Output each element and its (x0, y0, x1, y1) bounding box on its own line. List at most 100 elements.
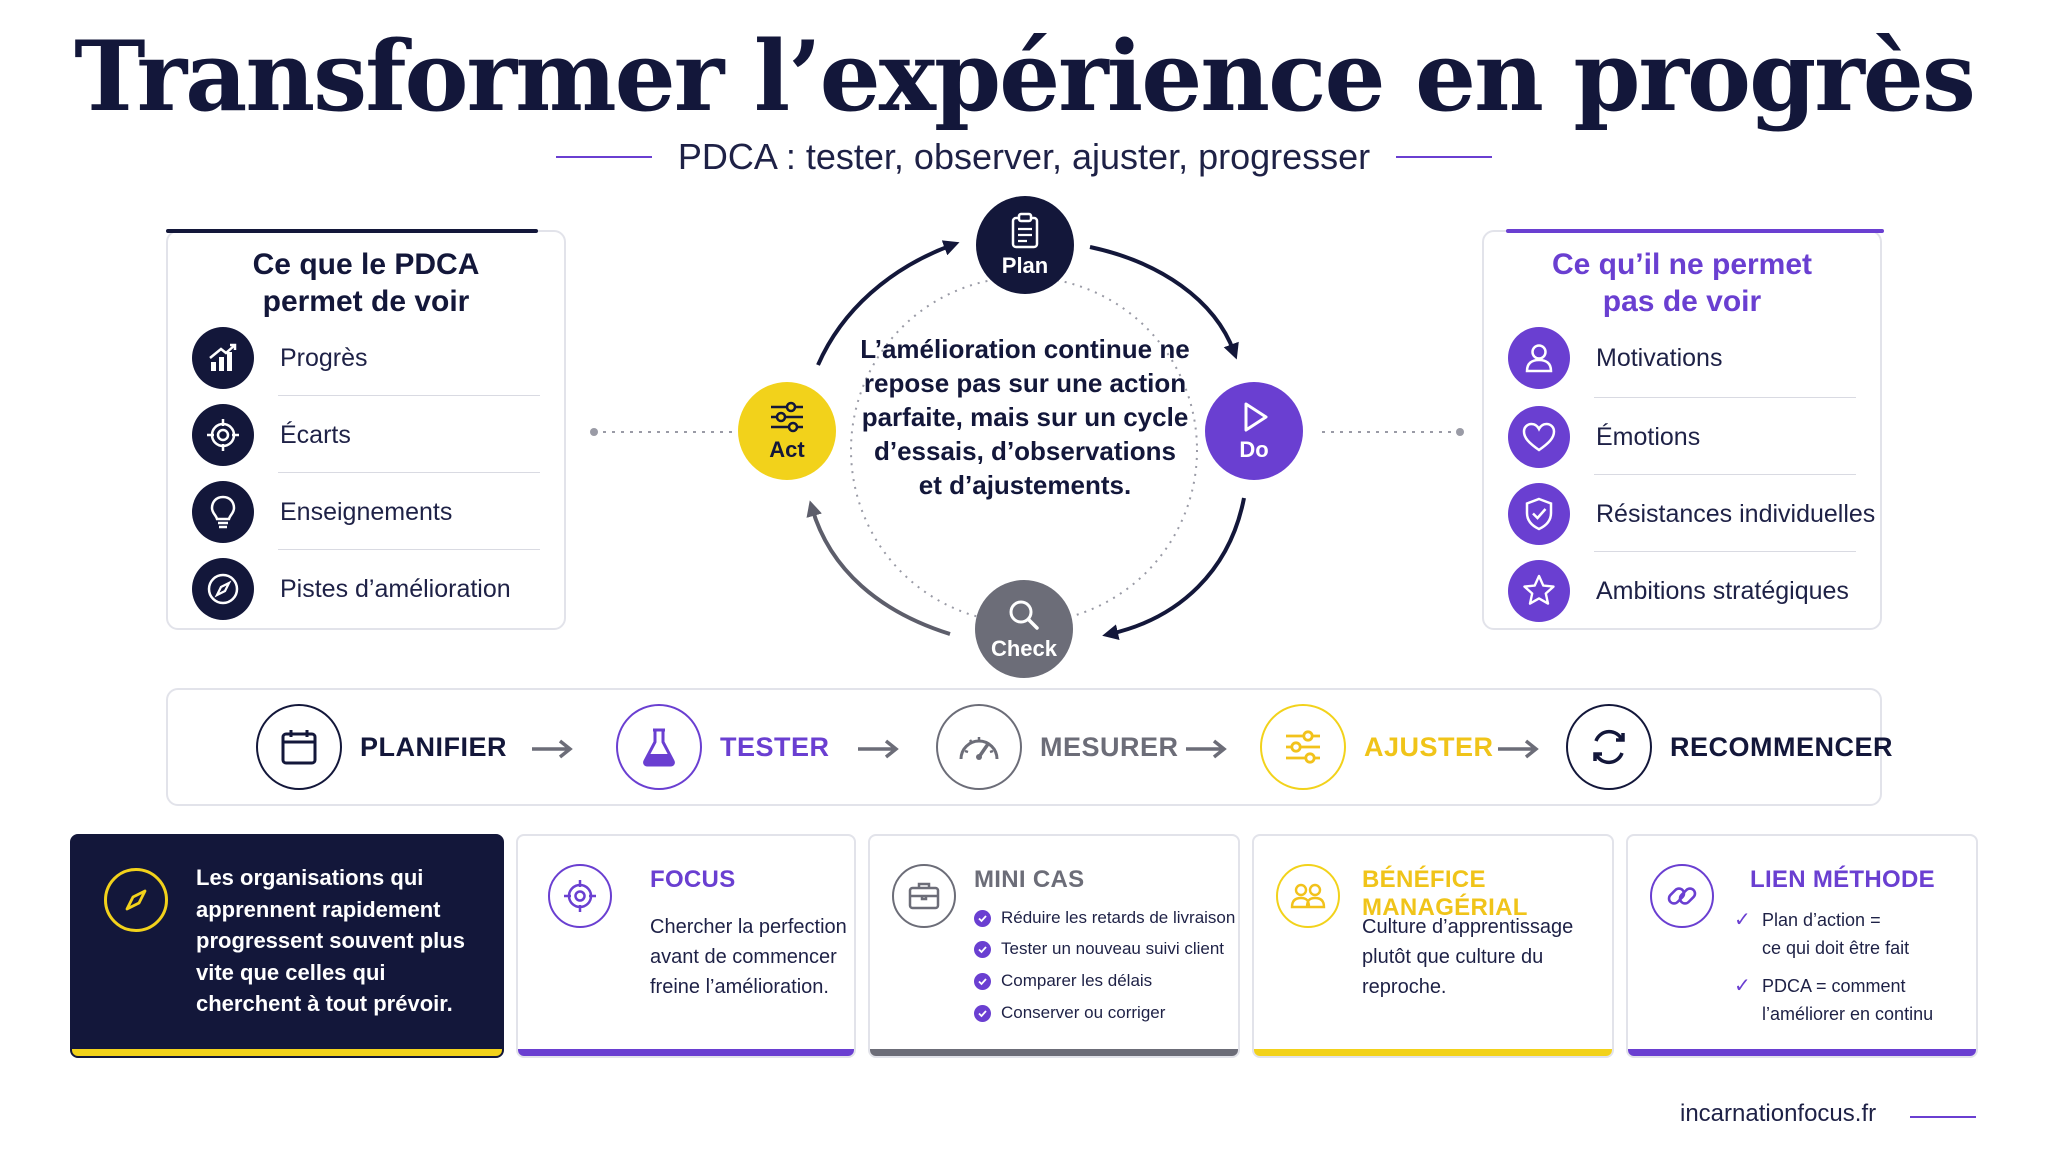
step-label: PLANIFIER (360, 731, 508, 762)
compass-icon (104, 868, 168, 932)
divider (278, 472, 540, 473)
step-tester: TESTER (616, 698, 830, 796)
card-focus-text: Chercher la perfection avant de commence… (650, 916, 847, 998)
act-node: Act (738, 382, 836, 480)
check-icon: ✓ (1734, 909, 1751, 931)
plan-node: Plan (976, 196, 1074, 294)
step-label: RECOMMENCER (1670, 731, 1894, 762)
team-icon (1276, 864, 1340, 928)
step-label: AJUSTER (1364, 731, 1494, 762)
star-icon (1508, 560, 1570, 622)
chart-growth-icon (192, 327, 254, 389)
subtitle-row: PDCA : tester, observer, ajuster, progre… (0, 136, 2048, 178)
flask-icon (616, 704, 702, 790)
right-item-resistances: Résistances individuelles (1508, 476, 1875, 552)
mini-cas-item-label: Conserver ou corriger (1001, 1003, 1166, 1022)
arrow-right-icon (1186, 739, 1227, 759)
step-label: TESTER (720, 731, 830, 762)
card-benefice: BÉNÉFICE MANAGÉRIAL Culture d’apprentiss… (1252, 834, 1614, 1058)
footer-line (1910, 1116, 1976, 1118)
mini-cas-item: Tester un nouveau suivi client (974, 939, 1224, 959)
card-focus: FOCUS Chercher la perfection avant de co… (516, 834, 856, 1058)
act-label: Act (769, 437, 805, 462)
check-bullet-icon (974, 1004, 991, 1022)
arrow-act-to-plan (816, 240, 960, 366)
page-title: Transformer l’expérience en progrès (74, 20, 1976, 133)
left-card-title: Ce que le PDCA permet de voir (168, 246, 564, 320)
subtitle-line-left (555, 156, 652, 158)
card-mini-cas: MINI CAS Réduire les retards de livraiso… (868, 834, 1240, 1058)
footer-site-link[interactable]: incarnationfocus.fr (1680, 1100, 1877, 1127)
arrow-right-icon (1498, 739, 1539, 759)
sliders-icon (1260, 704, 1346, 790)
mini-cas-item: Conserver ou corriger (974, 1003, 1165, 1023)
right-card-accent (1506, 229, 1884, 233)
arrow-right-icon (858, 739, 899, 759)
sliders-icon (771, 401, 803, 433)
mini-cas-item: Comparer les délais (974, 971, 1152, 991)
lien-item-2-line1: PDCA = comment (1762, 976, 1906, 996)
shield-check-icon (1508, 483, 1570, 545)
check-icon: ✓ (1734, 975, 1751, 997)
cycle-center-text: L’amélioration continue ne repose pas su… (860, 334, 1190, 500)
do-label: Do (1239, 437, 1269, 462)
left-item-label: Écarts (280, 420, 351, 449)
left-item-label: Enseignements (280, 497, 453, 526)
step-planifier: PLANIFIER (256, 698, 507, 796)
right-item-label: Émotions (1596, 422, 1701, 451)
card-intro: Les organisations qui apprennent rapidem… (70, 834, 504, 1058)
right-item-ambitions: Ambitions stratégiques (1508, 553, 1849, 629)
card-focus-bar (518, 1049, 854, 1056)
check-bullet-icon (974, 940, 991, 958)
lien-item-1-line1: Plan d’action = (1762, 910, 1881, 930)
card-mini-cas-bar (870, 1049, 1238, 1056)
card-lien-methode: LIEN MÉTHODE ✓ Plan d’action = ce qui do… (1626, 834, 1978, 1058)
mini-cas-item-label: Réduire les retards de livraison (1001, 908, 1236, 927)
page-subtitle: PDCA : tester, observer, ajuster, progre… (677, 136, 1371, 177)
heart-icon (1508, 406, 1570, 468)
card-intro-text: Les organisations qui apprennent rapidem… (196, 865, 465, 1016)
card-benefice-bar (1254, 1049, 1612, 1056)
left-item-label: Pistes d’amélioration (280, 574, 511, 603)
step-recommencer: RECOMMENCER (1566, 698, 1893, 796)
mini-cas-item: Réduire les retards de livraison (974, 908, 1235, 928)
mini-cas-item-label: Tester un nouveau suivi client (1001, 939, 1225, 958)
magnifier-icon (1009, 600, 1039, 630)
left-item-ecarts: Écarts (192, 397, 351, 473)
left-card-title-line2: permet de voir (262, 285, 470, 318)
right-card-title: Ce qu’il ne permet pas de voir (1484, 246, 1880, 320)
right-item-motivations: Motivations (1508, 320, 1722, 396)
check-node: Check (975, 580, 1073, 678)
refresh-icon (1566, 704, 1652, 790)
right-card-title-line2: pas de voir (1602, 285, 1762, 318)
left-item-progres: Progrès (192, 320, 368, 396)
card-intro-bar (72, 1049, 502, 1056)
lien-item-2: ✓ PDCA = comment l’améliorer en continu (1734, 972, 1934, 1028)
left-item-pistes: Pistes d’amélioration (192, 551, 511, 627)
card-benefice-text: Culture d’apprentissage plutôt que cultu… (1362, 916, 1574, 998)
lien-item-2-line2: l’améliorer en continu (1762, 1004, 1934, 1024)
card-mini-cas-title: MINI CAS (974, 866, 1085, 893)
left-item-enseignements: Enseignements (192, 474, 452, 550)
check-bullet-icon (974, 972, 991, 990)
lien-item-1: ✓ Plan d’action = ce qui doit être fait (1734, 906, 1910, 962)
step-ajuster: AJUSTER (1260, 698, 1494, 796)
compass-icon (192, 558, 254, 620)
inner-dotted-circle (850, 276, 1198, 624)
right-item-label: Résistances individuelles (1596, 499, 1876, 528)
play-icon (1244, 402, 1268, 432)
right-item-label: Ambitions stratégiques (1596, 576, 1849, 605)
calendar-icon (256, 704, 342, 790)
card-lien-methode-title: LIEN MÉTHODE (1750, 866, 1935, 893)
lien-item-1-line2: ce qui doit être fait (1762, 938, 1910, 958)
step-mesurer: MESURER (936, 698, 1179, 796)
gauge-icon (936, 704, 1022, 790)
step-label: MESURER (1040, 731, 1179, 762)
target-icon (548, 864, 612, 928)
arrow-do-to-check (1102, 497, 1246, 641)
right-item-label: Motivations (1596, 343, 1723, 372)
divider (278, 395, 540, 396)
do-node: Do (1205, 382, 1303, 480)
briefcase-icon (892, 864, 956, 928)
plan-label: Plan (1001, 253, 1049, 278)
